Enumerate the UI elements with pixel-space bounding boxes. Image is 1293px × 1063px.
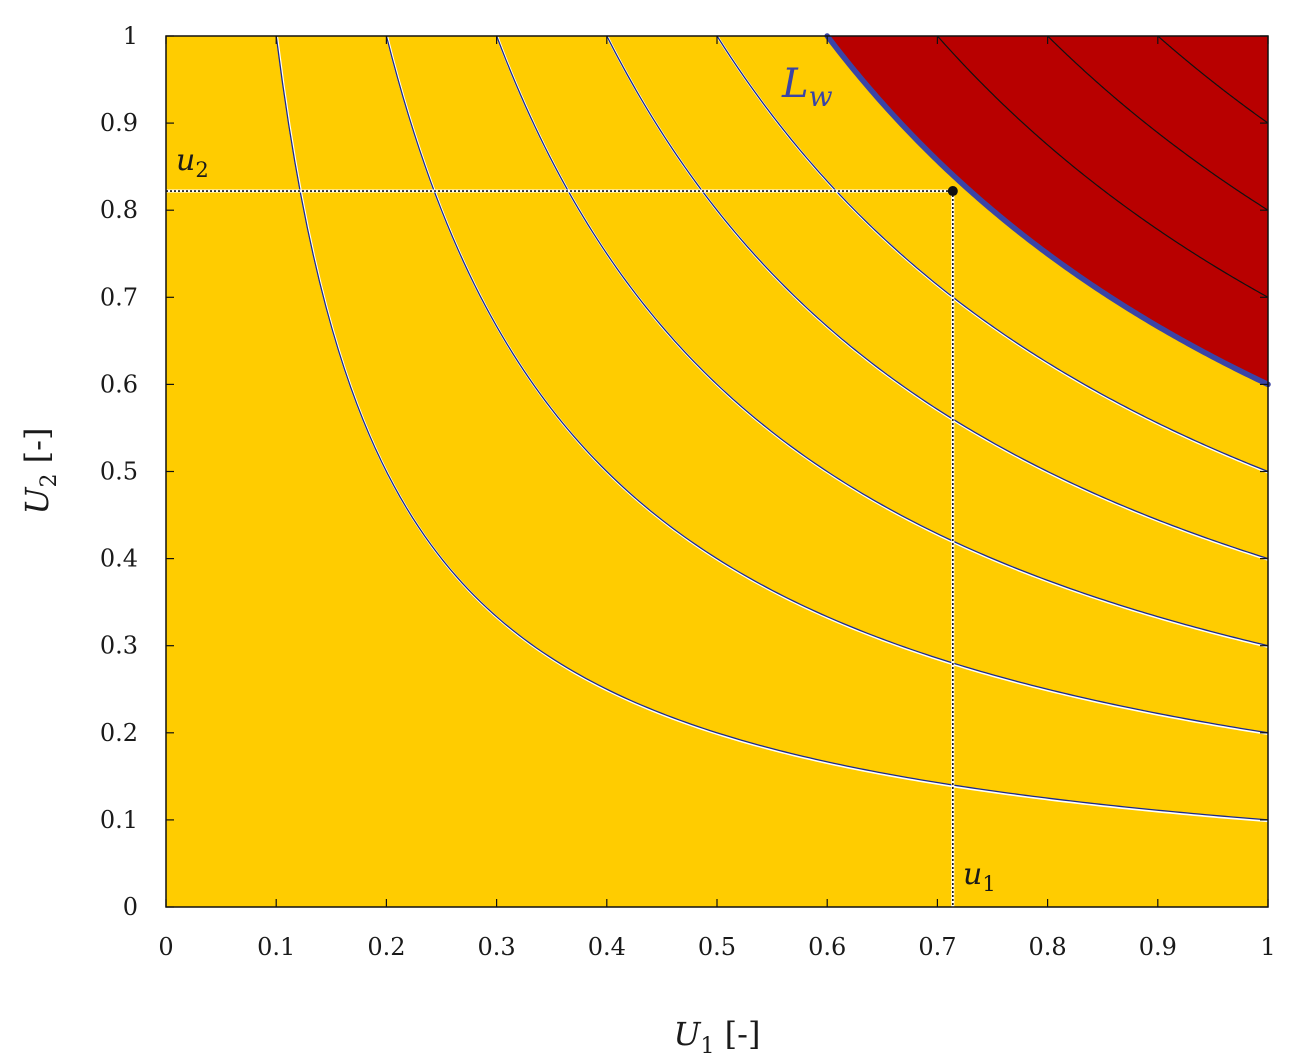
contour-line-0.8 — [1047, 35, 1269, 211]
region-layer — [827, 36, 1268, 385]
contour-line-0.5 — [716, 35, 1269, 473]
contour-line-0.7 — [936, 35, 1269, 298]
y-tick-label: 0.7 — [100, 283, 138, 311]
x-tick-label: 1 — [1260, 933, 1275, 961]
x-tick-label: 0.7 — [918, 933, 956, 961]
contour-line-0.4 — [606, 35, 1269, 560]
guide-layer — [166, 186, 958, 907]
x-tick-label: 0.6 — [808, 933, 846, 961]
y-tick-label: 0.6 — [100, 370, 138, 398]
y-tick-label: 0.9 — [100, 109, 138, 137]
y-tick-label: 0.5 — [100, 458, 138, 486]
y-tick-label: 1 — [123, 22, 138, 50]
y-tick-label: 0.4 — [100, 545, 138, 573]
contour-line-0.9 — [1157, 35, 1269, 124]
x-tick-label: 0.8 — [1029, 933, 1067, 961]
x-tick-label: 0 — [158, 933, 173, 961]
y-tick-label: 0.8 — [100, 196, 138, 224]
x-tick-label: 0.4 — [588, 933, 626, 961]
y-tick-label: 0.3 — [100, 632, 138, 660]
contour-layer — [275, 33, 1271, 823]
x-tick-label: 0.2 — [367, 933, 405, 961]
y-tick-label: 0 — [123, 893, 138, 921]
y-axis-label: U2 [-] — [18, 428, 62, 515]
x-tick-label: 0.9 — [1139, 933, 1177, 961]
boundary-label: Lw — [781, 61, 833, 113]
contour-line-0.2 — [385, 35, 1269, 734]
y-tick-label: 0.2 — [100, 719, 138, 747]
design-point — [947, 186, 958, 197]
u2-label: u2 — [176, 143, 209, 182]
critical-region — [827, 36, 1268, 385]
y-tick-label: 0.1 — [100, 806, 138, 834]
contour-line-0.1 — [275, 35, 1269, 821]
contour-line-0.3 — [495, 35, 1269, 647]
boundary-curve — [824, 33, 1271, 388]
x-tick-label: 0.1 — [257, 933, 295, 961]
tick-layer: 0 0.1 0.2 0.3 0.4 0.5 0.6 0.7 0.8 0.9 1 0 0.1 0.2 0.3 0… — [100, 22, 1276, 961]
x-tick-label: 0.3 — [478, 933, 516, 961]
u1-label: u1 — [963, 857, 996, 896]
x-axis-label: U1 [-] — [674, 1015, 761, 1059]
x-tick-label: 0.5 — [698, 933, 736, 961]
